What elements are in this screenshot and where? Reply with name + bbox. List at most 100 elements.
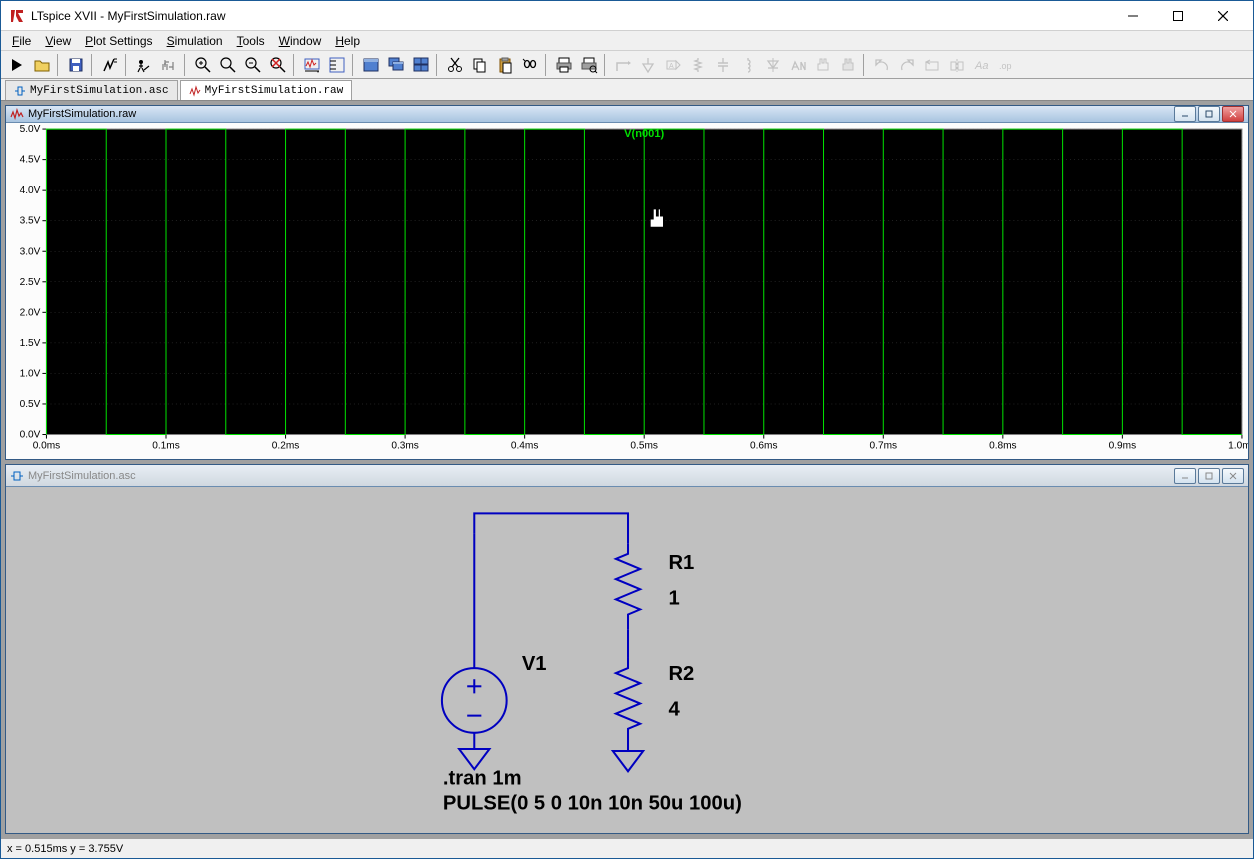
toolbar-separator (352, 54, 356, 76)
toolbar-separator (604, 54, 608, 76)
schematic-minimize-button[interactable] (1174, 468, 1196, 484)
control-panel-button[interactable] (98, 53, 122, 77)
capacitor-button[interactable] (711, 53, 735, 77)
waveform-window-title: MyFirstSimulation.raw (28, 108, 1174, 120)
zoom-pan-button[interactable] (216, 53, 240, 77)
waveform-icon (10, 107, 24, 121)
svg-text:0.5V: 0.5V (20, 399, 41, 410)
toolbar-separator (91, 54, 95, 76)
redo-button[interactable] (895, 53, 919, 77)
window-controls (1110, 2, 1245, 30)
new-schematic-button[interactable] (5, 53, 29, 77)
schematic-close-button[interactable] (1222, 468, 1244, 484)
svg-text:0.8ms: 0.8ms (989, 441, 1017, 452)
tile-windows-button[interactable] (359, 53, 383, 77)
toolbar-separator (125, 54, 129, 76)
toolbar-separator (184, 54, 188, 76)
waveform-maximize-button[interactable] (1198, 106, 1220, 122)
svg-text:5.0V: 5.0V (20, 124, 41, 135)
app-icon (9, 8, 25, 24)
wire-button[interactable] (611, 53, 635, 77)
rotate-button[interactable] (920, 53, 944, 77)
diode-button[interactable] (761, 53, 785, 77)
close-button[interactable] (1200, 2, 1245, 30)
resistor-button[interactable] (686, 53, 710, 77)
zoom-in-button[interactable] (191, 53, 215, 77)
tab-label: MyFirstSimulation.asc (30, 85, 169, 97)
svg-text:1.0ms: 1.0ms (1228, 441, 1248, 452)
component-button[interactable] (786, 53, 810, 77)
status-text: x = 0.515ms y = 3.755V (7, 843, 123, 855)
menubar: File View Plot Settings Simulation Tools… (1, 31, 1253, 51)
menu-plot-settings[interactable]: Plot Settings (78, 32, 159, 50)
toolbar-separator (293, 54, 297, 76)
cut-button[interactable] (443, 53, 467, 77)
halt-button[interactable] (157, 53, 181, 77)
open-button[interactable] (30, 53, 54, 77)
menu-tools[interactable]: Tools (230, 32, 272, 50)
titlebar: LTspice XVII - MyFirstSimulation.raw (1, 1, 1253, 31)
label-net-button[interactable]: A (661, 53, 685, 77)
svg-text:0.0V: 0.0V (20, 430, 41, 441)
close-all-button[interactable] (409, 53, 433, 77)
svg-text:A: A (669, 63, 674, 70)
inductor-button[interactable] (736, 53, 760, 77)
svg-text:2.0V: 2.0V (20, 308, 41, 319)
drag-button[interactable] (836, 53, 860, 77)
print-setup-button[interactable] (577, 53, 601, 77)
menu-help[interactable]: Help (328, 32, 367, 50)
svg-text:4: 4 (668, 699, 680, 721)
menu-window[interactable]: Window (272, 32, 329, 50)
save-button[interactable] (64, 53, 88, 77)
tab-label: MyFirstSimulation.raw (205, 85, 344, 97)
svg-text:3.5V: 3.5V (20, 216, 41, 227)
svg-text:4.0V: 4.0V (20, 185, 41, 196)
copy-button[interactable] (468, 53, 492, 77)
schematic-canvas[interactable]: V1R11R24.tran 1mPULSE(0 5 0 10n 10n 50u … (6, 487, 1248, 833)
zoom-out-button[interactable] (241, 53, 265, 77)
svg-text:0.9ms: 0.9ms (1109, 441, 1137, 452)
paste-button[interactable] (493, 53, 517, 77)
maximize-button[interactable] (1155, 2, 1200, 30)
waveform-titlebar[interactable]: MyFirstSimulation.raw (6, 106, 1248, 123)
svg-text:4.5V: 4.5V (20, 155, 41, 166)
svg-text:0.1ms: 0.1ms (152, 441, 180, 452)
schematic-maximize-button[interactable] (1198, 468, 1220, 484)
schematic-icon (10, 469, 24, 483)
svg-text:.op: .op (999, 61, 1012, 71)
pick-visible-traces-button[interactable] (325, 53, 349, 77)
find-button[interactable] (518, 53, 542, 77)
minimize-button[interactable] (1110, 2, 1155, 30)
print-button[interactable] (552, 53, 576, 77)
workspace: MyFirstSimulation.raw 0.0V0.5V1.0V1.5V2.… (1, 101, 1253, 838)
run-button[interactable] (132, 53, 156, 77)
waveform-close-button[interactable] (1222, 106, 1244, 122)
svg-text:0.6ms: 0.6ms (750, 441, 778, 452)
tab-schematic[interactable]: MyFirstSimulation.asc (5, 80, 178, 100)
svg-text:R2: R2 (668, 663, 694, 685)
undo-button[interactable] (870, 53, 894, 77)
menu-file[interactable]: File (5, 32, 38, 50)
svg-text:0.3ms: 0.3ms (391, 441, 419, 452)
text-button[interactable]: Aa (970, 53, 994, 77)
waveform-minimize-button[interactable] (1174, 106, 1196, 122)
svg-text:1.0V: 1.0V (20, 369, 41, 380)
schematic-titlebar[interactable]: MyFirstSimulation.asc (6, 465, 1248, 487)
tab-waveform[interactable]: MyFirstSimulation.raw (180, 80, 353, 100)
spice-directive-button[interactable]: .op (995, 53, 1019, 77)
svg-text:V1: V1 (522, 653, 547, 675)
ground-button[interactable] (636, 53, 660, 77)
cascade-windows-button[interactable] (384, 53, 408, 77)
svg-text:1: 1 (668, 587, 679, 609)
svg-text:0.7ms: 0.7ms (870, 441, 898, 452)
waveform-plot[interactable]: 0.0V0.5V1.0V1.5V2.0V2.5V3.0V3.5V4.0V4.5V… (6, 123, 1248, 459)
svg-text:0.2ms: 0.2ms (272, 441, 300, 452)
move-button[interactable] (811, 53, 835, 77)
main-window: LTspice XVII - MyFirstSimulation.raw Fil… (0, 0, 1254, 859)
mirror-button[interactable] (945, 53, 969, 77)
file-tabbar: MyFirstSimulation.asc MyFirstSimulation.… (1, 79, 1253, 101)
menu-view[interactable]: View (38, 32, 78, 50)
zoom-fit-button[interactable] (266, 53, 290, 77)
autorange-button[interactable] (300, 53, 324, 77)
menu-simulation[interactable]: Simulation (160, 32, 230, 50)
